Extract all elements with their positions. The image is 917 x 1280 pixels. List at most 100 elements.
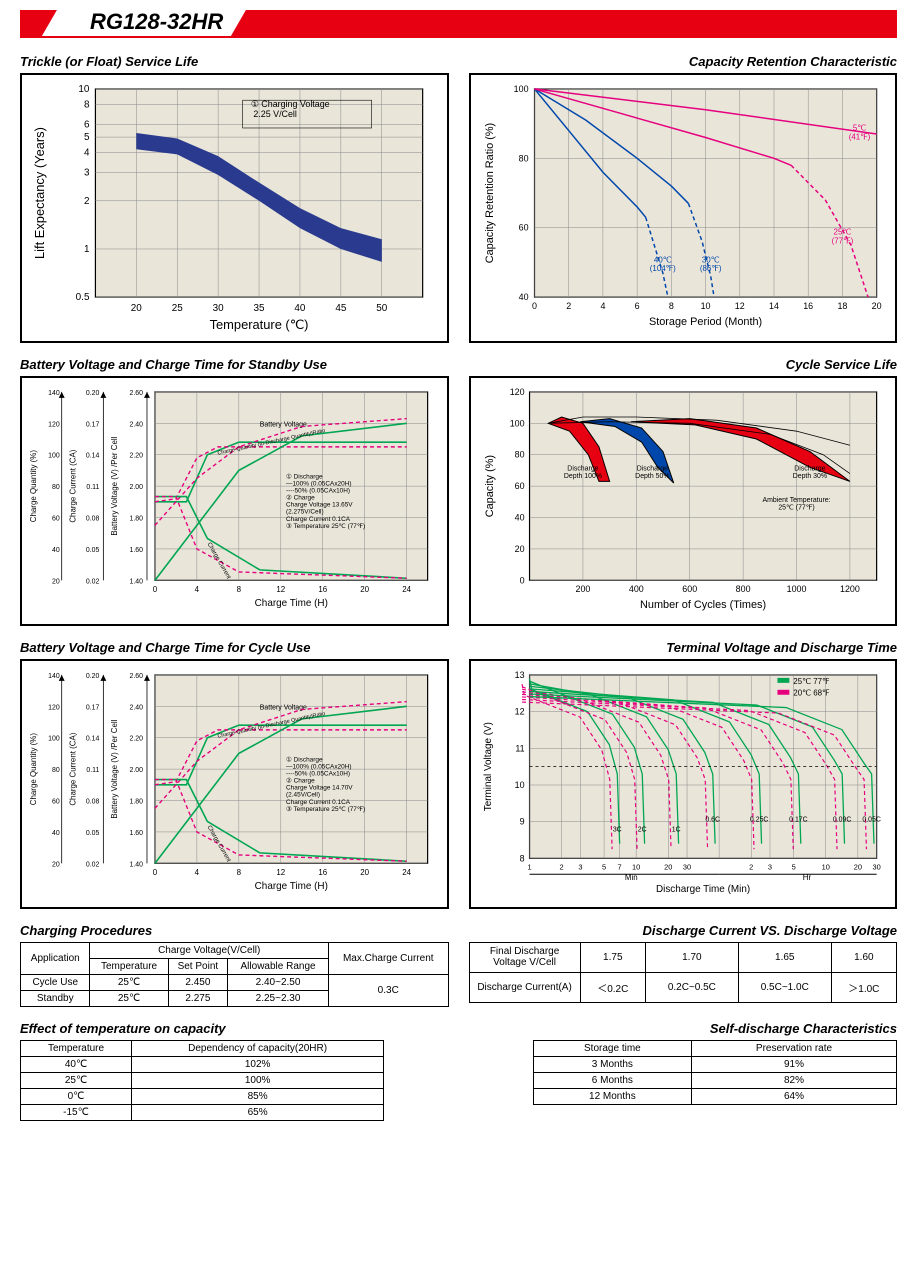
svg-text:0.25C: 0.25C bbox=[749, 817, 768, 824]
svg-text:13: 13 bbox=[514, 670, 524, 680]
svg-text:35: 35 bbox=[254, 303, 266, 314]
svg-text:10: 10 bbox=[700, 301, 710, 311]
table-selfdis: Storage timePreservation rate3 Months91%… bbox=[533, 1040, 897, 1105]
svg-text:1.40: 1.40 bbox=[130, 578, 144, 585]
svg-text:100: 100 bbox=[509, 418, 524, 428]
header-band: RG128-32HR bbox=[20, 10, 897, 38]
svg-text:20: 20 bbox=[52, 578, 60, 585]
title-standby: Battery Voltage and Charge Time for Stan… bbox=[20, 357, 449, 372]
svg-text:30℃(86℉): 30℃(86℉) bbox=[699, 255, 721, 273]
title-terminal: Terminal Voltage and Discharge Time bbox=[469, 640, 898, 655]
svg-text:Charge Quantity (%): Charge Quantity (%) bbox=[29, 732, 38, 805]
svg-text:Temperature (℃): Temperature (℃) bbox=[210, 317, 309, 332]
svg-text:100: 100 bbox=[513, 84, 528, 94]
svg-text:12: 12 bbox=[514, 706, 524, 716]
svg-text:DischargeDepth 100%: DischargeDepth 100% bbox=[563, 465, 601, 480]
svg-text:25℃(77℉): 25℃(77℉) bbox=[831, 228, 853, 246]
svg-text:8: 8 bbox=[84, 99, 90, 110]
svg-text:20: 20 bbox=[664, 862, 672, 871]
svg-text:0.11: 0.11 bbox=[86, 484, 99, 491]
title-trickle: Trickle (or Float) Service Life bbox=[20, 54, 449, 69]
svg-text:8: 8 bbox=[237, 868, 242, 877]
svg-text:30: 30 bbox=[872, 862, 880, 871]
svg-text:80: 80 bbox=[518, 153, 528, 163]
svg-text:0.05C: 0.05C bbox=[862, 817, 881, 824]
svg-text:5: 5 bbox=[84, 132, 90, 143]
title-charging: Charging Procedures bbox=[20, 923, 449, 938]
svg-text:2.60: 2.60 bbox=[130, 390, 144, 397]
svg-text:4: 4 bbox=[195, 868, 200, 877]
title-cycleuse: Battery Voltage and Charge Time for Cycl… bbox=[20, 640, 449, 655]
svg-text:200: 200 bbox=[575, 584, 590, 594]
svg-text:120: 120 bbox=[509, 387, 524, 397]
svg-text:20: 20 bbox=[853, 862, 861, 871]
svg-text:4: 4 bbox=[84, 148, 90, 159]
svg-text:60: 60 bbox=[52, 515, 60, 522]
svg-text:120: 120 bbox=[48, 704, 60, 711]
svg-text:2.00: 2.00 bbox=[130, 767, 144, 774]
svg-text:1C: 1C bbox=[671, 826, 680, 833]
svg-text:20: 20 bbox=[52, 861, 60, 868]
svg-text:Number of Cycles (Times): Number of Cycles (Times) bbox=[640, 599, 766, 611]
svg-text:18: 18 bbox=[837, 301, 847, 311]
svg-text:0.08: 0.08 bbox=[86, 515, 100, 522]
svg-text:1200: 1200 bbox=[840, 584, 860, 594]
svg-text:12: 12 bbox=[276, 868, 285, 877]
table-charging: ApplicationCharge Voltage(V/Cell)Max.Cha… bbox=[20, 942, 449, 1007]
svg-text:30: 30 bbox=[213, 303, 225, 314]
svg-text:0.02: 0.02 bbox=[86, 578, 100, 585]
svg-text:0: 0 bbox=[153, 868, 158, 877]
svg-text:8: 8 bbox=[668, 301, 673, 311]
svg-text:Charge Quantity (%): Charge Quantity (%) bbox=[29, 449, 38, 522]
svg-text:DischargeDepth 50%: DischargeDepth 50% bbox=[635, 465, 669, 480]
svg-text:12: 12 bbox=[734, 301, 744, 311]
svg-text:140: 140 bbox=[48, 673, 60, 680]
chart-cyclelife: 02040608010012020040060080010001200Numbe… bbox=[469, 376, 898, 626]
svg-text:Battery Voltage (V) /Per Cell: Battery Voltage (V) /Per Cell bbox=[110, 436, 119, 535]
svg-text:10: 10 bbox=[632, 862, 640, 871]
svg-text:0.6C: 0.6C bbox=[705, 817, 720, 824]
svg-text:Battery Voltage (V) /Per Cell: Battery Voltage (V) /Per Cell bbox=[110, 719, 119, 818]
svg-text:0.11: 0.11 bbox=[86, 767, 99, 774]
svg-text:0.09C: 0.09C bbox=[832, 817, 851, 824]
svg-text:0.02: 0.02 bbox=[86, 861, 100, 868]
svg-text:0: 0 bbox=[532, 301, 537, 311]
svg-text:Discharge Time (Min): Discharge Time (Min) bbox=[656, 884, 750, 895]
svg-text:800: 800 bbox=[735, 584, 750, 594]
svg-text:40: 40 bbox=[52, 830, 60, 837]
chart-retention: 40608010002468101214161820Storage Period… bbox=[469, 73, 898, 343]
svg-text:3: 3 bbox=[767, 862, 771, 871]
svg-text:3: 3 bbox=[84, 168, 90, 179]
svg-text:Charge Time (H): Charge Time (H) bbox=[255, 598, 328, 609]
svg-text:1.60: 1.60 bbox=[130, 547, 144, 554]
svg-text:10: 10 bbox=[821, 862, 829, 871]
title-retention: Capacity Retention Characteristic bbox=[469, 54, 898, 69]
svg-text:16: 16 bbox=[318, 868, 327, 877]
svg-text:25℃ 77℉: 25℃ 77℉ bbox=[793, 677, 830, 686]
svg-text:20: 20 bbox=[360, 868, 369, 877]
svg-text:16: 16 bbox=[318, 585, 327, 594]
table-tempcap: TemperatureDependency of capacity(20HR)4… bbox=[20, 1040, 384, 1121]
title-selfdis: Self-discharge Characteristics bbox=[469, 1021, 898, 1036]
svg-text:0: 0 bbox=[153, 585, 158, 594]
svg-text:3C: 3C bbox=[612, 826, 621, 833]
svg-text:10: 10 bbox=[514, 780, 524, 790]
svg-text:2: 2 bbox=[84, 196, 90, 207]
svg-text:Charge Time (H): Charge Time (H) bbox=[255, 881, 328, 892]
svg-text:0.20: 0.20 bbox=[86, 673, 100, 680]
svg-text:Capacity (%): Capacity (%) bbox=[483, 455, 495, 517]
svg-text:1.60: 1.60 bbox=[130, 830, 144, 837]
svg-text:20℃ 68℉: 20℃ 68℉ bbox=[793, 689, 830, 698]
chart-standby: 04812162024204060801001201400.020.050.08… bbox=[20, 376, 449, 626]
svg-text:Battery Voltage: Battery Voltage bbox=[260, 421, 307, 428]
svg-text:140: 140 bbox=[48, 390, 60, 397]
svg-text:4: 4 bbox=[195, 585, 200, 594]
svg-text:100: 100 bbox=[48, 453, 60, 460]
svg-text:0.17C: 0.17C bbox=[789, 817, 808, 824]
svg-text:2.40: 2.40 bbox=[130, 421, 144, 428]
svg-text:11: 11 bbox=[515, 743, 524, 753]
svg-text:80: 80 bbox=[52, 484, 60, 491]
svg-text:14: 14 bbox=[769, 301, 779, 311]
svg-text:6: 6 bbox=[634, 301, 639, 311]
svg-text:2.20: 2.20 bbox=[130, 736, 144, 743]
